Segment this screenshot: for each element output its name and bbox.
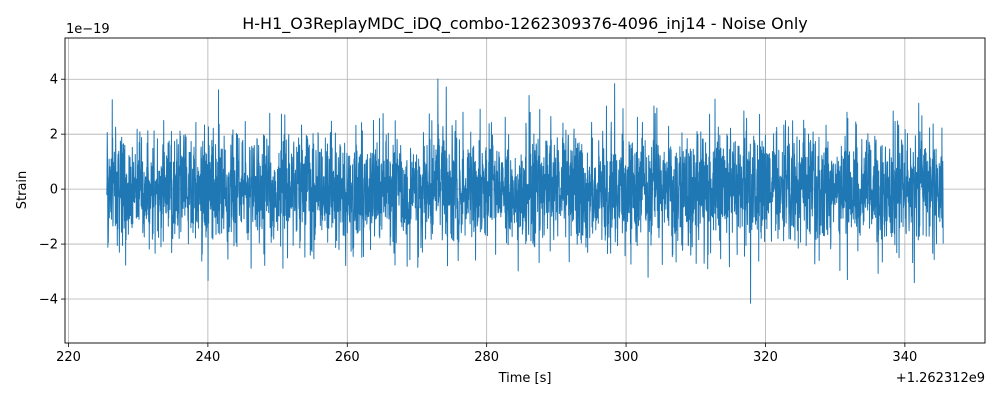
x-tick-label: 280 <box>474 350 499 365</box>
y-tick-label: 2 <box>50 128 58 143</box>
axes-frame <box>64 37 986 344</box>
y-tick-label: −4 <box>39 293 58 308</box>
x-tick-label: 300 <box>614 350 639 365</box>
y-tick-label: 0 <box>50 183 58 198</box>
strain-series-line <box>106 78 944 304</box>
plot-area <box>106 78 944 304</box>
x-tick-label: 320 <box>753 350 778 365</box>
y-tick-label: 4 <box>50 73 58 88</box>
x-tick-label: 240 <box>195 350 220 365</box>
x-tick-label: 260 <box>335 350 360 365</box>
x-offset-label: +1.262312e9 <box>896 371 985 386</box>
y-scale-label: 1e−19 <box>66 22 110 37</box>
x-axis-label: Time [s] <box>498 371 552 386</box>
x-tick-label: 220 <box>56 350 81 365</box>
x-tick-label: 340 <box>892 350 917 365</box>
y-axis-label: Strain <box>15 171 30 210</box>
chart-title: H-H1_O3ReplayMDC_iDQ_combo-1262309376-40… <box>242 14 808 34</box>
y-tick-label: −2 <box>39 238 58 253</box>
axis-ticks: 220 240 260 280 300 320 340 −4 −2 0 2 4 <box>39 73 917 365</box>
